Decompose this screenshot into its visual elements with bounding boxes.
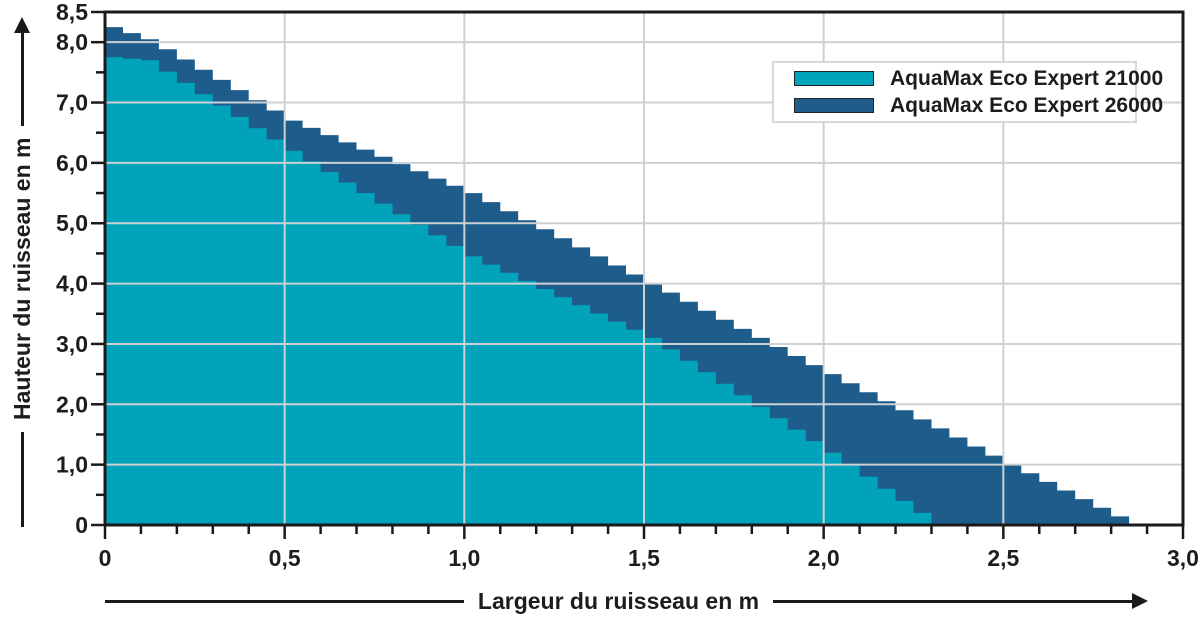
y-axis-title-rule-top (20, 33, 24, 126)
x-axis-title: Largeur du ruisseau en m (105, 587, 1149, 614)
x-tick-label: 1,5 (628, 545, 660, 571)
y-tick-label: 8,0 (56, 29, 88, 55)
y-tick-label: 3,0 (56, 331, 88, 357)
x-axis-arrow-icon (1132, 593, 1149, 609)
legend-entry-26000: AquaMax Eco Expert 26000 (794, 94, 1163, 118)
y-tick-label: 8,5 (56, 0, 88, 25)
x-axis-title-rule-right (773, 599, 1133, 603)
legend: AquaMax Eco Expert 21000 AquaMax Eco Exp… (772, 61, 1163, 123)
x-axis-title-text: Largeur du ruisseau en m (477, 587, 760, 614)
y-tick-label: 2,0 (56, 391, 88, 417)
x-tick-label: 3,0 (1167, 545, 1199, 571)
legend-swatch-26000 (794, 98, 874, 113)
x-tick-label: 1,0 (448, 545, 480, 571)
x-axis-title-rule-left (105, 599, 464, 603)
legend-label-26000: AquaMax Eco Expert 26000 (890, 93, 1164, 117)
y-axis-title: Hauteur du ruisseau en m (6, 17, 38, 527)
y-tick-label: 1,0 (56, 452, 88, 478)
y-axis-title-rule-bottom (20, 432, 24, 527)
legend-entry-21000: AquaMax Eco Expert 21000 (794, 67, 1163, 91)
y-tick-label: 4,0 (56, 271, 88, 297)
legend-label-21000: AquaMax Eco Expert 21000 (890, 66, 1164, 90)
x-tick-label: 0,5 (269, 545, 301, 571)
x-tick-label: 0 (99, 545, 112, 571)
y-axis-title-text: Hauteur du ruisseau en m (8, 137, 35, 420)
y-tick-label: 0 (75, 512, 88, 538)
x-tick-label: 2,0 (808, 545, 840, 571)
legend-swatch-21000 (794, 71, 874, 86)
x-tick-label: 2,5 (987, 545, 1019, 571)
y-tick-label: 5,0 (56, 210, 88, 236)
series-area-aquamax-eco-expert-21000 (105, 57, 932, 526)
y-tick-label: 6,0 (56, 150, 88, 176)
y-axis-arrow-icon (14, 17, 30, 33)
y-tick-label: 7,0 (56, 90, 88, 116)
